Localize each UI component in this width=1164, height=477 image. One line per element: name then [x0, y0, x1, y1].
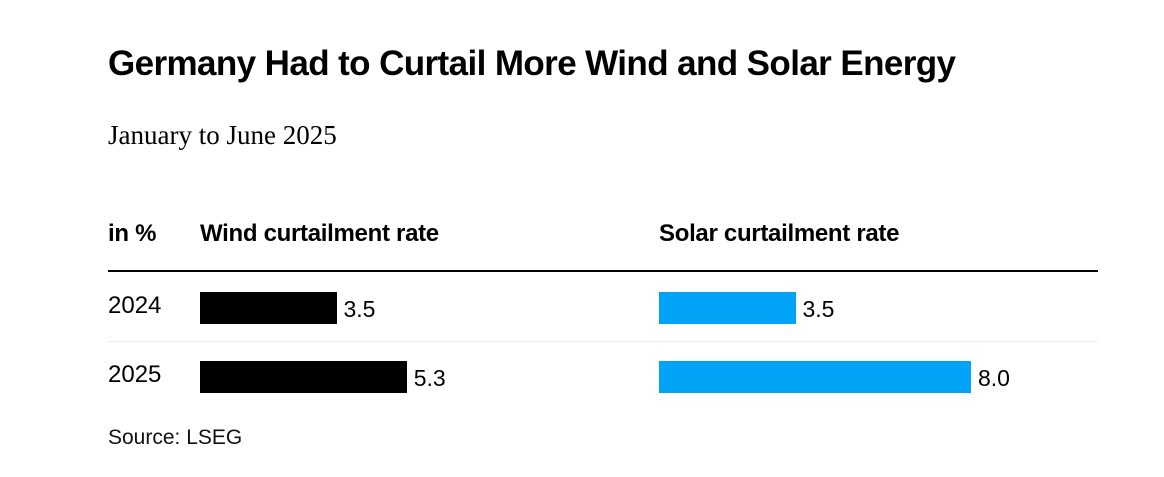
wind-series-header: Wind curtailment rate — [200, 220, 439, 247]
wind-bar-2024 — [200, 292, 337, 324]
chart-subtitle: January to June 2025 — [108, 120, 337, 150]
solar-bar-2024 — [659, 292, 796, 324]
header-rule — [108, 270, 1098, 272]
wind-bar-2025 — [200, 361, 407, 393]
solar-value-label-2024: 3.5 — [802, 296, 835, 322]
unit-label: in % — [108, 220, 157, 247]
row-separator — [108, 341, 1098, 342]
chart-title: Germany Had to Curtail More Wind and Sol… — [108, 44, 956, 83]
year-label-2024: 2024 — [108, 292, 162, 319]
solar-bar-2025 — [659, 361, 971, 393]
solar-series-header: Solar curtailment rate — [659, 220, 900, 247]
source-note: Source: LSEG — [108, 426, 243, 449]
wind-value-label-2025: 5.3 — [413, 365, 446, 391]
year-label-2025: 2025 — [108, 361, 162, 388]
wind-value-label-2024: 3.5 — [343, 296, 376, 322]
solar-value-label-2025: 8.0 — [978, 365, 1010, 391]
